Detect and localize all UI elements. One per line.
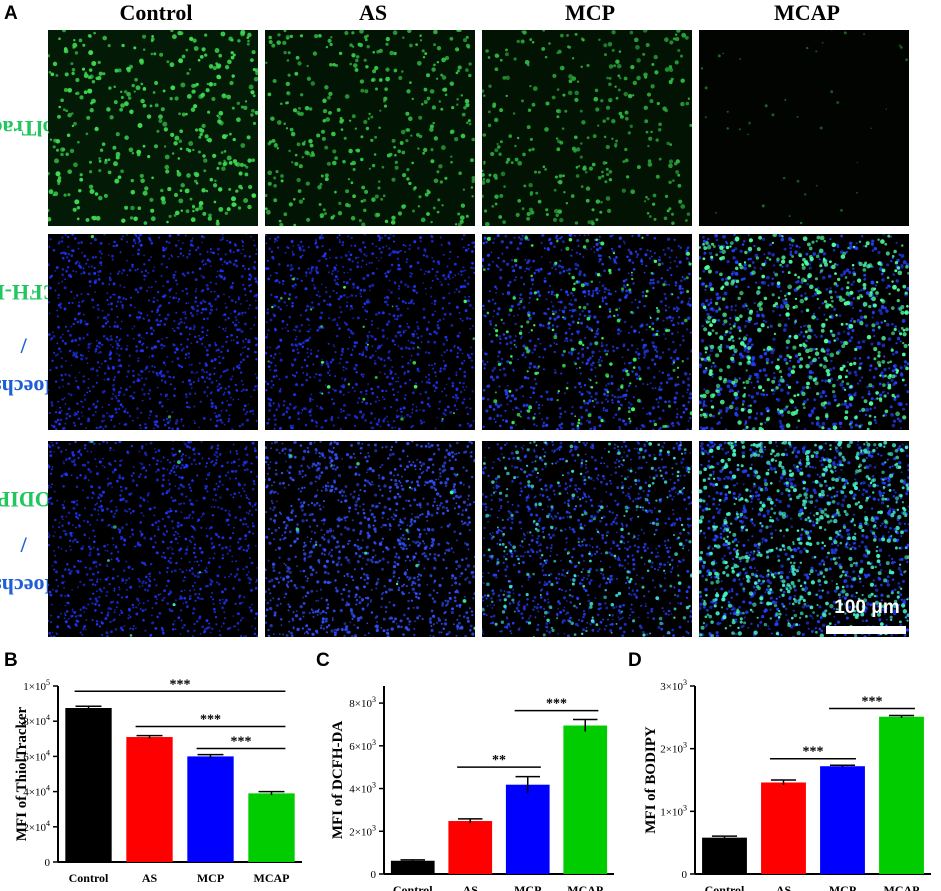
chart-b-thioltracker: 0 2×104 4×104 6×104 8×104 1×105 MFI of ThiolTr… (0, 650, 310, 891)
y-tick-label: 1×105 (23, 678, 50, 693)
category-label: MCP (829, 883, 856, 891)
panel-label-d: D (628, 650, 642, 671)
y-tick-label: 8×103 (349, 695, 376, 710)
y-tick-label: 3×103 (660, 678, 687, 693)
significance-label: *** (546, 697, 567, 712)
row-label-hoechst-dcfh: Hoechst/DCFH-DA (0, 234, 75, 432)
scale-bar-label: 100 μm (834, 597, 900, 618)
significance-label: *** (803, 745, 824, 760)
y-tick-label: 2×104 (23, 819, 50, 834)
bar (702, 837, 747, 874)
micrograph-hoechst-bodipy-mcap (699, 441, 909, 637)
y-axis-label: MFI of ThiolTracker (14, 706, 30, 841)
y-tick-label: 4×104 (23, 784, 50, 799)
column-header-mcap: MCAP (774, 0, 840, 25)
bar (390, 860, 435, 874)
category-label: MCP (197, 871, 224, 885)
micrograph-hoechst-bodipy-control (48, 441, 258, 637)
bar (126, 737, 173, 862)
y-tick-label: 6×104 (23, 748, 50, 763)
bar (761, 782, 806, 874)
micrograph-thioltracker-mcap (699, 30, 909, 226)
micrograph-hoechst-dcfh-as (265, 234, 475, 430)
micrograph-hoechst-dcfh-control (48, 234, 258, 430)
significance-label: *** (200, 712, 221, 727)
micrograph-thioltracker-mcp (482, 30, 692, 226)
column-header-mcp: MCP (564, 0, 616, 25)
scale-bar (826, 626, 906, 634)
micrograph-hoechst-bodipy-as (265, 441, 475, 637)
micrograph-hoechst-dcfh-mcp (482, 234, 692, 430)
row-label-part: / (20, 532, 28, 558)
micrograph-hoechst-dcfh-mcap (699, 234, 909, 430)
column-header-control: Control (119, 0, 193, 25)
category-label: AS (463, 883, 479, 891)
panel-label-b: B (4, 650, 18, 671)
significance-label: *** (170, 677, 191, 692)
row-label-hoechst-bodipy: Hoechst/BODIPY (0, 441, 67, 639)
significance-label: *** (862, 695, 883, 710)
y-axis-label: MFI of BODIPY (643, 726, 659, 834)
category-label: AS (776, 883, 792, 891)
category-label: Control (705, 883, 745, 891)
y-tick-label: 4×103 (349, 781, 376, 796)
category-label: MCP (514, 883, 541, 891)
chart-d-bodipy: 0 1×103 2×103 3×103 MFI of BODIPY Control AS MC… (625, 650, 941, 891)
row-label-thioltracker: ThiolTracker (0, 30, 87, 226)
panel-label-a: A (4, 3, 18, 24)
bar (65, 708, 112, 862)
category-label: Control (393, 883, 433, 891)
y-tick-label: 0 (371, 869, 377, 881)
significance-label: ** (492, 753, 506, 768)
bar (879, 716, 924, 874)
y-tick-label: 1×103 (660, 803, 687, 818)
y-tick-label: 2×103 (660, 741, 687, 756)
category-label: MCAP (254, 871, 290, 885)
bar (505, 784, 550, 874)
micrograph-hoechst-bodipy-mcp (482, 441, 692, 637)
category-label: MCAP (884, 883, 920, 891)
bar (448, 821, 493, 874)
y-axis-label: MFI of DCFH-DA (330, 721, 346, 839)
bar (563, 725, 608, 874)
bar (820, 766, 865, 874)
y-tick-label: 2×103 (349, 823, 376, 838)
bar (187, 756, 234, 862)
significance-label: *** (231, 734, 252, 749)
y-tick-label: 6×103 (349, 738, 376, 753)
y-tick-label: 0 (45, 857, 51, 869)
chart-c-dcfh-da: 0 2×103 4×103 6×103 8×103 MFI of DCFH-DA Contr… (312, 650, 624, 891)
category-label: MCAP (567, 883, 603, 891)
category-label: Control (69, 871, 109, 885)
y-tick-label: 0 (682, 869, 688, 881)
micrograph-thioltracker-control (48, 30, 258, 226)
panel-label-c: C (316, 650, 330, 671)
column-header-as: AS (358, 0, 388, 25)
row-label-part: / (20, 333, 28, 359)
category-label: AS (142, 871, 158, 885)
bar (248, 793, 295, 862)
y-tick-label: 8×104 (23, 713, 50, 728)
micrograph-thioltracker-as (265, 30, 475, 226)
